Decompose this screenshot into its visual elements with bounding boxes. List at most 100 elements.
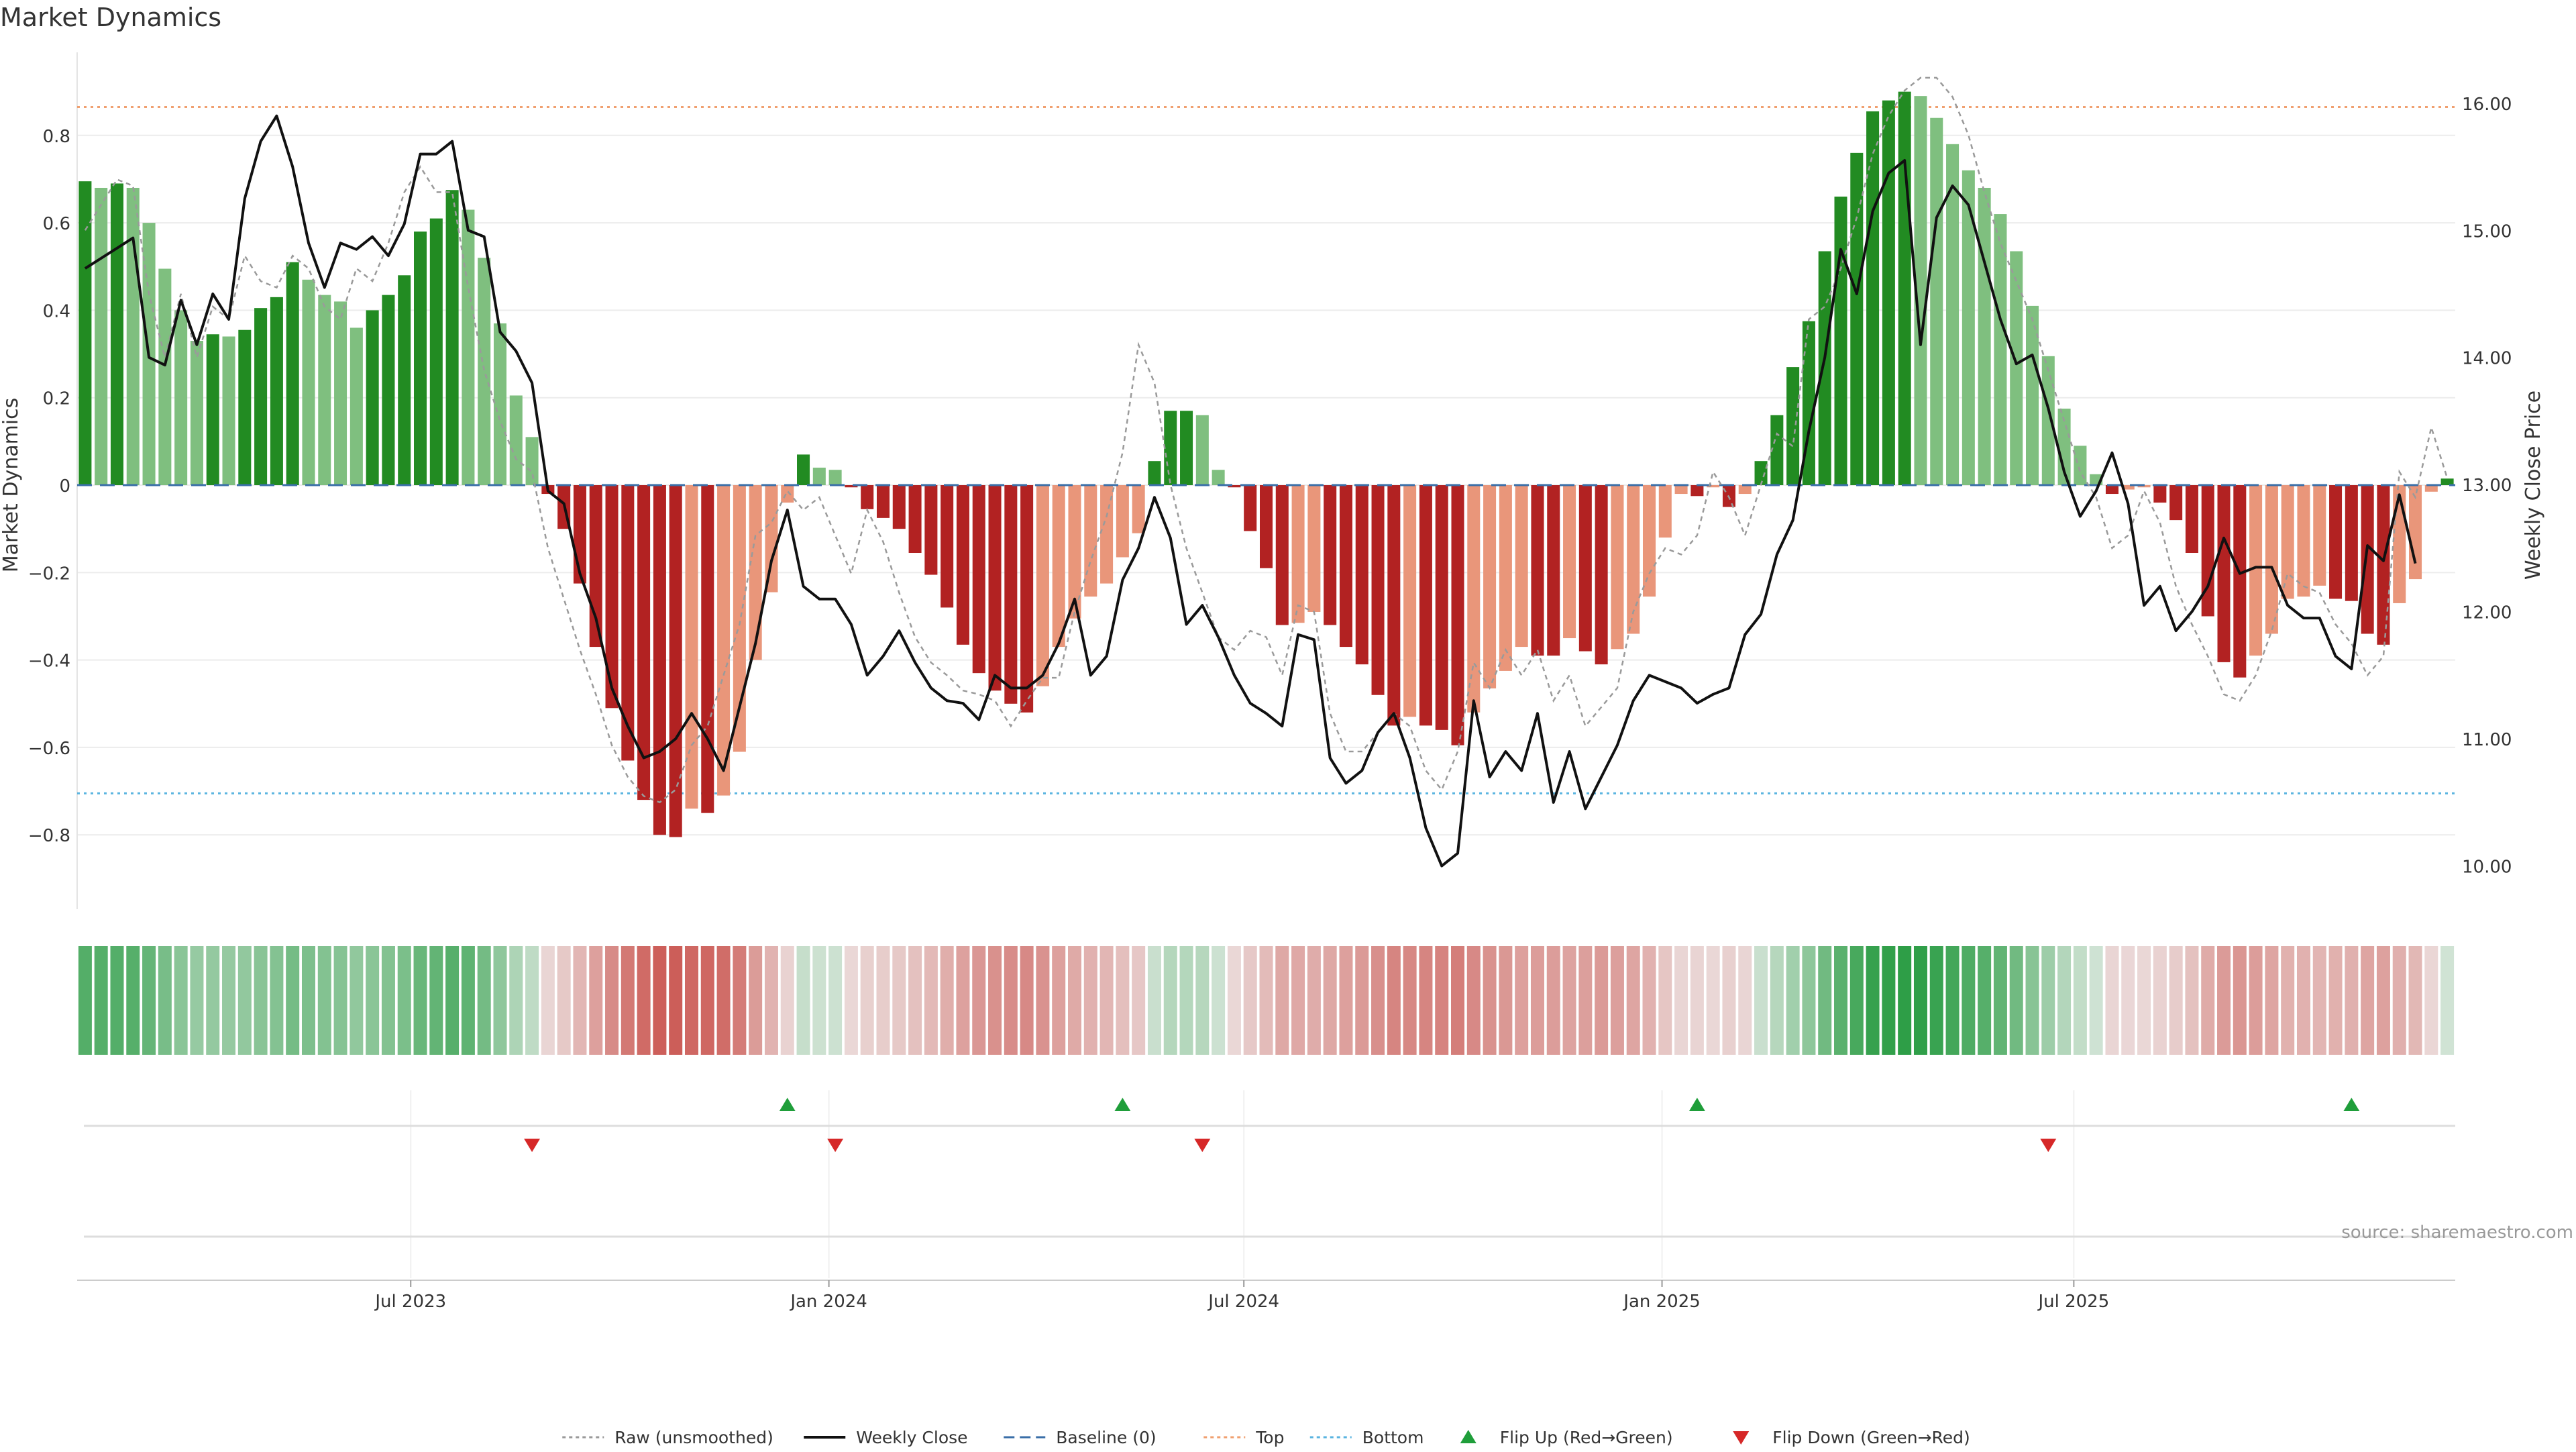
dynamics-bar [2201,485,2214,617]
heat-strip-cell [1595,946,1609,1055]
dynamics-bar [1004,485,1018,704]
heat-strip-cell [684,946,698,1055]
heat-strip-cell [2361,946,2375,1055]
heat-strip-cell [700,946,714,1055]
source-note: source: sharemaestro.com [2341,1223,2573,1243]
heat-strip-cell [669,946,683,1055]
heat-strip-cell [1562,946,1576,1055]
dynamics-bar [972,485,985,674]
dynamics-bar [2409,485,2422,580]
dynamics-bar [2440,478,2454,486]
heat-strip-cell [1323,946,1337,1055]
dynamics-bar [462,209,475,486]
heat-strip-cell [1020,946,1034,1055]
heat-strip-cell [2009,946,2023,1055]
dynamics-bar [2153,485,2167,503]
dynamics-bar [1467,485,1481,713]
legend-label: Baseline (0) [1056,1428,1156,1447]
heat-strip-cell [1036,946,1050,1055]
dynamics-bar [286,262,299,486]
heat-strip-cell [206,946,220,1055]
heat-strip-cell [1530,946,1544,1055]
dynamics-bar [1419,485,1432,726]
heat-strip-cell [956,946,970,1055]
heat-strip-cell [637,946,651,1055]
heat-strip-cell [972,946,986,1055]
dynamics-bar [1674,485,1688,495]
heat-strip-cell [1929,946,1943,1055]
heat-strip-cell [2249,946,2263,1055]
heat-strip-cell [1004,946,1018,1055]
legend-flip-up-icon [1460,1430,1477,1443]
left-tick-label: −0.6 [28,739,70,759]
dynamics-bar [2217,485,2231,662]
heat-strip-cell [2137,946,2151,1055]
heat-strip-cell [2345,946,2359,1055]
heat-strip-cell [237,946,252,1055]
heat-strip-cell [828,946,843,1055]
heat-strip-cell [190,946,204,1055]
dynamics-bar [1850,152,1864,486]
dynamics-bar [1898,91,1911,486]
dynamics-bar [1084,485,1097,597]
dynamics-bar [95,187,108,486]
heat-strip-cell [1435,946,1449,1055]
heat-strip-cell [733,946,747,1055]
dynamics-bar [2249,485,2263,656]
right-tick-label: 15.00 [2462,221,2512,242]
dynamics-bar [1642,485,1656,597]
heat-strip-cell [1993,946,2007,1055]
heat-strip-cell [1132,946,1146,1055]
heat-strip-cell [1163,946,1177,1055]
heat-strip-cell [2328,946,2343,1055]
heat-strip-cell [749,946,763,1055]
dynamics-bar [988,485,1002,691]
flip-up-marker [1114,1098,1131,1111]
heat-strip-cell [413,946,427,1055]
heat-strip-cell [1802,946,1816,1055]
dynamics-bar [1116,485,1129,558]
dynamics-bar [1324,485,1337,625]
heat-strip-cell [557,946,571,1055]
dynamics-bar [1339,485,1352,647]
dynamics-bar [1228,485,1241,488]
dynamics-bar [2393,485,2406,603]
heat-strip-cell [716,946,731,1055]
dynamics-bar [781,485,794,503]
heat-strip-cell [2265,946,2279,1055]
x-tick-label: Jul 2024 [1207,1292,1279,1312]
dynamics-bar [1770,415,1784,486]
legend-label: Top [1255,1428,1284,1447]
dynamics-bar [1930,117,1943,486]
dynamics-bar [2185,485,2198,554]
legend-label: Flip Up (Red→Green) [1500,1428,1673,1447]
dynamics-bar [1195,415,1209,486]
right-tick-label: 10.00 [2462,858,2512,878]
dynamics-bar [254,308,268,486]
right-tick-label: 16.00 [2462,95,2512,115]
dynamics-bar [1180,411,1193,486]
heat-strip-cell [1052,946,1066,1055]
dynamics-bar [621,485,635,761]
dynamics-bar [669,485,682,837]
dynamics-bar [1291,485,1305,623]
heat-strip-cell [429,946,443,1055]
heat-strip-cell [1786,946,1800,1055]
heat-strip-cell [1339,946,1353,1055]
heat-strip-cell [1099,946,1114,1055]
heat-strip-cell [222,946,236,1055]
right-tick-label: 14.00 [2462,349,2512,369]
dynamics-bar [398,275,411,486]
heat-strip-cell [1674,946,1688,1055]
dynamics-bar [78,181,92,486]
heat-strip-cell [2201,946,2215,1055]
dynamics-bar [701,485,714,813]
heat-strip-cell [1387,946,1401,1055]
dynamics-bar [1994,214,2007,486]
dynamics-bar [1946,144,1960,486]
dynamics-bar [493,323,507,486]
dynamics-bar [1515,485,1528,647]
dynamics-bar [2233,485,2247,678]
dynamics-bar [1307,485,1321,612]
heat-strip-cell [381,946,395,1055]
